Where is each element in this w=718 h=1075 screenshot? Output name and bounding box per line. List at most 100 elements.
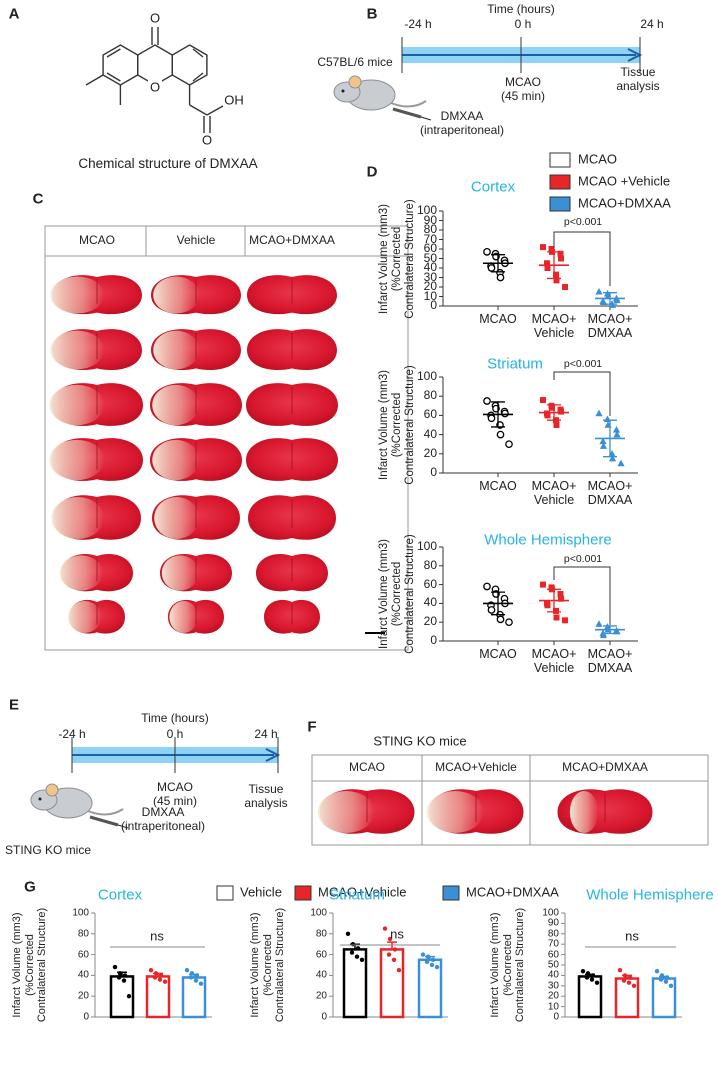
y-tick-label: 100 xyxy=(416,369,437,384)
infarct xyxy=(152,384,200,426)
mouse-tail xyxy=(390,100,427,108)
data-point xyxy=(420,952,426,957)
data-point xyxy=(664,975,670,980)
data-point xyxy=(157,977,163,982)
brain-slice xyxy=(150,438,242,481)
legend-swatch xyxy=(549,152,571,168)
y-tick-label: 0 xyxy=(83,1011,89,1023)
data-point xyxy=(148,968,154,973)
mouse-eye xyxy=(341,89,345,93)
y-tick-label: 80 xyxy=(547,928,559,940)
data-point xyxy=(483,582,491,591)
data-point xyxy=(599,437,607,445)
legend-label: MCAO xyxy=(578,151,617,167)
chemical-structure xyxy=(85,27,224,133)
y-tick-label: 80 xyxy=(315,928,327,940)
mouse-tail xyxy=(87,808,124,816)
data-point xyxy=(613,627,621,635)
panel-title: STING KO mice xyxy=(373,733,467,749)
y-tick-label: 40 xyxy=(423,426,437,441)
data-point xyxy=(487,264,496,272)
event-label: MCAO (45 min) xyxy=(152,780,198,808)
data-point xyxy=(557,250,564,257)
data-point xyxy=(658,977,664,982)
data-point xyxy=(562,617,568,624)
data-point xyxy=(193,978,199,983)
data-point xyxy=(387,936,393,942)
y-tick-label: 100 xyxy=(416,203,437,218)
data-point xyxy=(501,409,509,418)
data-point xyxy=(189,971,195,976)
error-bar xyxy=(491,401,505,428)
brain-slice xyxy=(248,495,336,540)
data-point xyxy=(558,595,564,602)
annotation: p<0.001 xyxy=(563,357,603,370)
x-tick-label: MCAO+ Vehicle xyxy=(531,312,577,341)
infarct xyxy=(51,497,105,539)
y-tick-label: 80 xyxy=(423,388,437,403)
column-header: Vehicle xyxy=(176,233,216,248)
y-tick-label: 100 xyxy=(416,539,437,554)
data-point xyxy=(359,957,365,962)
x-tick-label: MCAO+ DMXAA xyxy=(587,312,633,341)
data-point xyxy=(585,971,591,976)
infarct xyxy=(49,384,105,426)
syringe-needle xyxy=(420,116,432,121)
column-header: MCAO xyxy=(79,233,115,248)
y-tick-label: 100 xyxy=(310,907,327,919)
data-point xyxy=(562,284,568,290)
y-tick-label: 80 xyxy=(423,557,437,572)
data-point xyxy=(558,408,564,415)
y-tick-label: 20 xyxy=(423,279,437,294)
y-tick-label: 80 xyxy=(423,222,437,237)
y-tick-label: 60 xyxy=(77,948,89,960)
x-tick-label: MCAO xyxy=(479,647,517,661)
data-point xyxy=(391,957,397,962)
data-point xyxy=(540,581,546,588)
error-bar xyxy=(491,254,505,273)
mouse-ear xyxy=(348,75,362,89)
infarct xyxy=(153,330,200,370)
data-point xyxy=(544,602,551,609)
data-point xyxy=(544,265,551,271)
mouse-icon xyxy=(333,75,432,121)
x-tick-label: MCAO+ Vehicle xyxy=(531,647,577,676)
y-tick-label: 20 xyxy=(423,614,437,629)
annotation: ns xyxy=(150,928,164,944)
brain-slice xyxy=(49,438,143,481)
y-axis-label: Infarct Volume (mm3) (%Corrected Contral… xyxy=(378,534,417,654)
error-bar xyxy=(603,419,617,458)
data-point xyxy=(424,959,430,965)
column-header: MCAO+DMXAA xyxy=(249,233,335,248)
data-point xyxy=(557,591,564,597)
data-point xyxy=(350,942,356,947)
data-point xyxy=(590,973,596,978)
data-point xyxy=(349,950,355,955)
double-bond xyxy=(106,48,121,58)
legend-label: MCAO +Vehicle xyxy=(578,173,671,189)
infarct xyxy=(161,555,199,591)
y-tick-label: 0 xyxy=(430,465,437,480)
y-tick-label: 90 xyxy=(547,917,559,929)
data-point xyxy=(612,426,621,433)
mouse-eye xyxy=(38,797,42,801)
data-point xyxy=(599,631,608,639)
ring xyxy=(102,44,139,86)
brain-slice xyxy=(67,599,125,634)
panel-label: B xyxy=(366,5,378,23)
brain-slice xyxy=(264,599,320,634)
data-point xyxy=(553,277,560,284)
brain-slice xyxy=(150,383,242,426)
data-point xyxy=(553,422,560,428)
panel-label: D xyxy=(366,163,378,181)
legend-swatch xyxy=(216,885,234,901)
atom-label: O xyxy=(149,79,161,95)
data-point xyxy=(496,615,505,624)
data-point xyxy=(549,404,555,411)
double-bond xyxy=(192,48,204,58)
y-tick-label: 20 xyxy=(315,990,327,1002)
data-point xyxy=(544,260,550,267)
y-tick-label: 40 xyxy=(315,969,327,981)
data-point xyxy=(496,430,505,439)
